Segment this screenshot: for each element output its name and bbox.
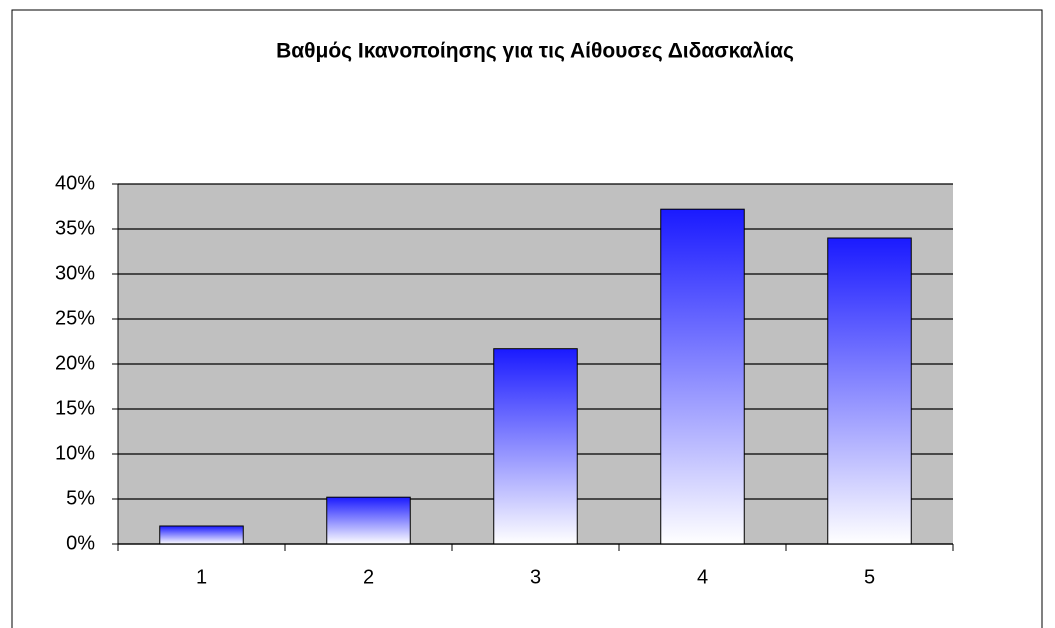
y-tick-label: 15%: [55, 397, 95, 419]
bar: [326, 496, 411, 545]
y-tick-label: 10%: [55, 442, 95, 464]
x-tick-label: 2: [363, 566, 374, 588]
chart-frame: [11, 9, 1043, 628]
y-tick-label: 0%: [66, 532, 95, 554]
x-tick-label: 5: [864, 566, 875, 588]
y-tick-label: 30%: [55, 262, 95, 284]
y-tick-label: 5%: [66, 487, 95, 509]
y-tick-label: 20%: [55, 352, 95, 374]
bar: [159, 525, 244, 545]
y-tick-label: 25%: [55, 307, 95, 329]
bar: [827, 237, 912, 545]
x-tick-label: 3: [530, 566, 541, 588]
y-tick-label: 40%: [55, 172, 95, 194]
y-tick-label: 35%: [55, 217, 95, 239]
x-tick-label: 4: [697, 566, 708, 588]
x-tick-label: 1: [196, 566, 207, 588]
chart-title: Βαθμός Ικανοποίησης για τις Αίθουσες Διδ…: [276, 40, 794, 63]
bar: [660, 208, 745, 545]
bar: [493, 348, 578, 545]
